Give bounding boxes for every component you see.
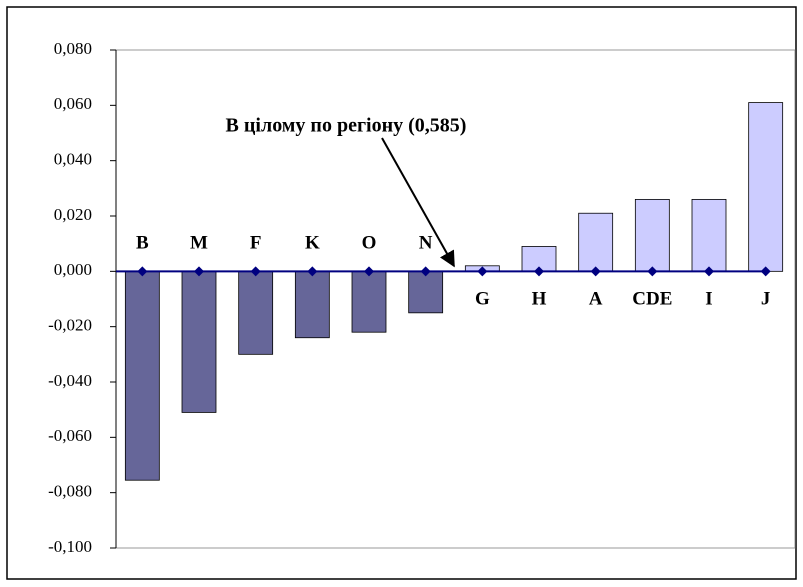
annotation-arrow xyxy=(381,137,455,268)
category-label: N xyxy=(419,233,433,254)
y-tick-label: -0,060 xyxy=(48,426,92,445)
baseline-marker xyxy=(194,266,204,277)
baseline-marker xyxy=(647,266,658,277)
baseline-marker xyxy=(704,266,714,277)
category-label: F xyxy=(250,233,262,254)
bar xyxy=(238,270,274,355)
baseline-marker xyxy=(307,266,318,277)
category-label: J xyxy=(761,289,771,310)
bar xyxy=(408,270,444,314)
y-tick-label: 0,060 xyxy=(54,94,92,113)
category-label: H xyxy=(532,289,547,310)
bar xyxy=(351,270,387,333)
y-tick-label: -0,040 xyxy=(48,371,92,390)
bar xyxy=(634,198,670,272)
y-tick-label: 0,000 xyxy=(54,260,92,279)
y-tick-label: -0,080 xyxy=(48,482,92,501)
bar xyxy=(294,270,330,339)
bar xyxy=(691,198,727,272)
y-tick-label: 0,080 xyxy=(54,39,92,58)
category-label: CDE xyxy=(632,289,672,310)
y-tick-label: 0,040 xyxy=(54,150,92,169)
baseline-marker xyxy=(250,266,261,277)
baseline-marker xyxy=(760,266,771,277)
baseline-marker xyxy=(420,266,431,277)
annotation: В цілому по регіону (0,585) xyxy=(226,115,467,137)
y-tick-label: 0,020 xyxy=(54,205,92,224)
category-label: K xyxy=(305,233,320,254)
bar xyxy=(578,212,614,272)
category-label: I xyxy=(705,289,712,310)
y-tick-label: -0,100 xyxy=(48,537,92,556)
category-label: O xyxy=(362,233,377,254)
y-tick-label: -0,020 xyxy=(48,316,92,335)
baseline-marker xyxy=(534,266,544,277)
baseline-marker xyxy=(590,266,601,277)
category-label: M xyxy=(190,233,208,254)
baseline-marker xyxy=(364,266,374,277)
category-label: G xyxy=(475,289,490,310)
bar xyxy=(124,270,160,481)
baseline-marker xyxy=(137,266,148,277)
baseline-marker xyxy=(477,266,488,277)
category-label: B xyxy=(136,233,149,254)
bar xyxy=(181,270,217,413)
bar xyxy=(748,102,784,272)
category-label: A xyxy=(589,289,603,310)
